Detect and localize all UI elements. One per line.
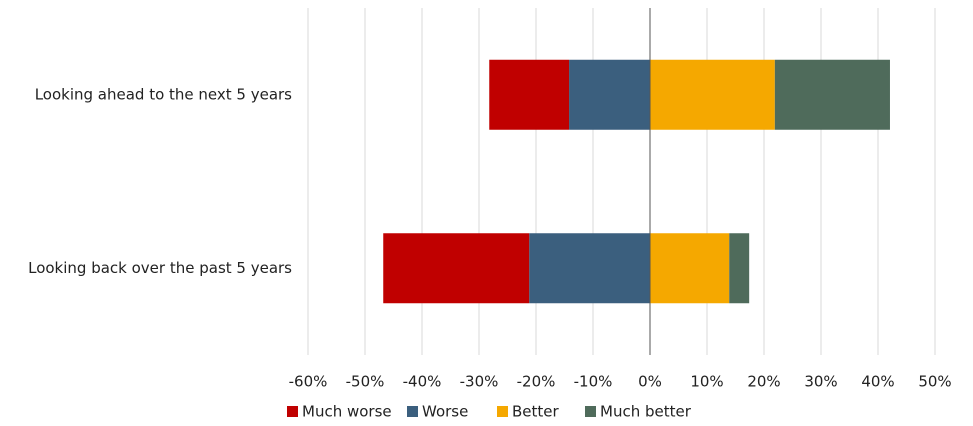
bar bbox=[774, 59, 890, 130]
x-tick-label: 20% bbox=[747, 373, 780, 391]
legend-label: Much worse bbox=[302, 403, 392, 421]
y-tick-label: Looking back over the past 5 years bbox=[28, 259, 292, 277]
bar bbox=[650, 59, 775, 130]
x-tick-label: -50% bbox=[346, 373, 385, 391]
x-tick-label: -60% bbox=[289, 373, 328, 391]
legend-label: Much better bbox=[600, 403, 692, 421]
y-tick-label: Looking ahead to the next 5 years bbox=[35, 85, 292, 103]
legend-label: Better bbox=[512, 403, 560, 421]
x-tick-label: 40% bbox=[861, 373, 894, 391]
legend-label: Worse bbox=[422, 403, 468, 421]
legend-swatch bbox=[407, 406, 418, 417]
x-tick-label: -30% bbox=[460, 373, 499, 391]
bar bbox=[383, 233, 530, 304]
legend-swatch bbox=[287, 406, 298, 417]
x-tick-label: 50% bbox=[918, 373, 951, 391]
bar bbox=[729, 233, 750, 304]
x-tick-label: -20% bbox=[517, 373, 556, 391]
legend-swatch bbox=[585, 406, 596, 417]
x-tick-label: 0% bbox=[638, 373, 662, 391]
x-tick-label: 10% bbox=[690, 373, 723, 391]
x-tick-label: -10% bbox=[574, 373, 613, 391]
bar bbox=[529, 233, 650, 304]
legend-swatch bbox=[497, 406, 508, 417]
x-tick-label: 30% bbox=[804, 373, 837, 391]
x-tick-label: -40% bbox=[403, 373, 442, 391]
bar bbox=[489, 59, 570, 130]
bar bbox=[650, 233, 730, 304]
bar bbox=[569, 59, 650, 130]
